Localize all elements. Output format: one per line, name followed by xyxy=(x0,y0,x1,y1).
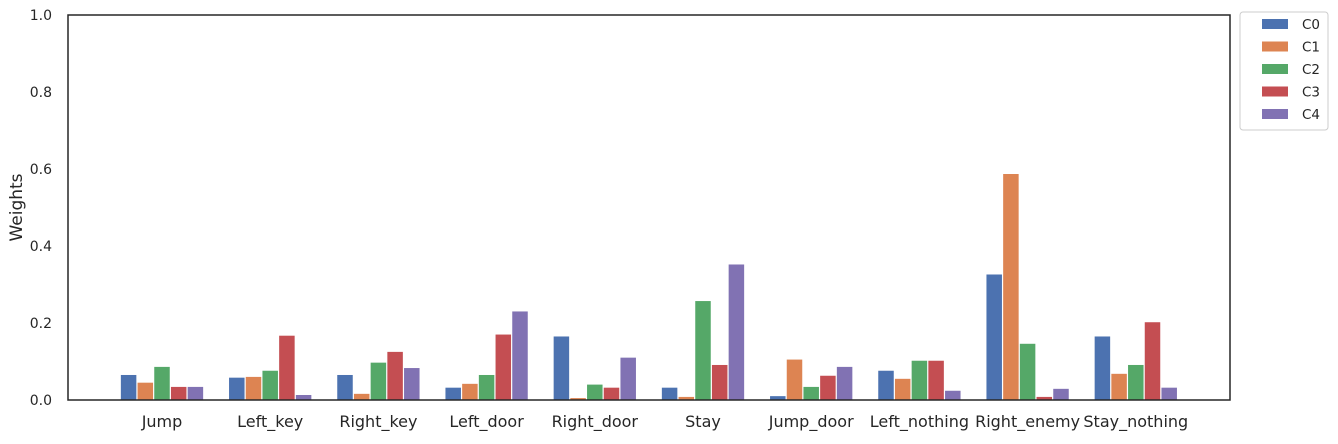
bar-c3-left-key xyxy=(279,335,295,400)
bar-c0-left-door xyxy=(445,387,461,400)
plot-frame xyxy=(67,14,1231,401)
bar-c4-jump xyxy=(187,386,204,400)
y-tick-label: 0.2 xyxy=(30,316,52,332)
bar-c2-right-key xyxy=(370,362,387,400)
y-tick-label: 0.0 xyxy=(30,393,52,409)
x-tick-label: Left_nothing xyxy=(870,412,969,432)
x-tick-label: Stay xyxy=(685,412,721,431)
bar-c0-right-door xyxy=(553,336,570,400)
legend-swatch-c3 xyxy=(1262,86,1288,97)
bar-c2-right-enemy xyxy=(1019,343,1036,400)
legend-label-c3: C3 xyxy=(1302,85,1320,101)
bar-c4-right-key xyxy=(404,368,420,400)
bar-c3-right-enemy xyxy=(1036,396,1053,400)
legend-swatch-c0 xyxy=(1262,19,1288,29)
bar-c0-jump-door xyxy=(770,396,786,400)
bar-c4-left-door xyxy=(512,311,528,400)
bar-c0-jump xyxy=(120,374,137,400)
bar-c3-stay xyxy=(711,364,728,400)
x-tick-label: Left_door xyxy=(449,412,524,432)
legend-swatch-c2 xyxy=(1262,64,1288,74)
y-tick-label: 1.0 xyxy=(30,8,52,24)
bar-c4-right-door xyxy=(620,357,636,400)
x-tick-label: Left_key xyxy=(237,412,303,432)
bar-c1-right-key xyxy=(353,393,370,400)
bar-c4-stay xyxy=(728,264,745,400)
bar-c1-jump xyxy=(137,382,154,400)
bar-c4-right-enemy xyxy=(1053,388,1069,400)
bar-c3-left-nothing xyxy=(928,360,944,400)
x-tick-label: Stay_nothing xyxy=(1083,412,1188,432)
x-tick-label: Right_key xyxy=(339,412,417,432)
bar-c2-right-door xyxy=(587,384,603,400)
legend-swatch-c1 xyxy=(1262,41,1288,52)
bar-c3-jump-door xyxy=(820,375,836,400)
bar-c3-left-door xyxy=(495,334,512,400)
bar-c0-right-key xyxy=(337,374,353,400)
bar-c1-left-nothing xyxy=(894,378,911,400)
bar-c2-left-nothing xyxy=(911,360,928,400)
bar-c4-jump-door xyxy=(836,366,853,400)
legend-label-c1: C1 xyxy=(1302,40,1320,56)
y-tick-label: 0.4 xyxy=(30,239,52,255)
bar-c2-left-key xyxy=(262,370,278,400)
x-tick-label: Right_door xyxy=(552,412,639,432)
bar-c3-right-door xyxy=(603,387,620,400)
bar-c0-left-nothing xyxy=(878,370,894,400)
y-axis-label: Weights xyxy=(7,173,27,241)
y-axis-ticks: 0.0 0.2 0.4 0.6 0.8 1.0 xyxy=(30,8,52,409)
x-axis-ticks: Jump Left_key Right_key Left_door Right_door… xyxy=(141,412,1189,432)
bar-c1-left-door xyxy=(462,383,478,400)
bar-c4-left-nothing xyxy=(945,390,961,400)
bar-c3-jump xyxy=(170,386,187,400)
x-tick-label: Right_enemy xyxy=(975,412,1080,432)
bar-c0-stay xyxy=(661,387,678,400)
bar-c3-stay-nothing xyxy=(1144,322,1161,400)
bar-c4-stay-nothing xyxy=(1161,387,1177,400)
bar-c0-right-enemy xyxy=(986,274,1002,400)
bar-c2-left-door xyxy=(478,374,495,400)
bar-c2-jump-door xyxy=(803,386,819,400)
y-tick-label: 0.8 xyxy=(30,85,52,101)
bar-c0-left-key xyxy=(229,377,245,400)
legend-label-c2: C2 xyxy=(1302,62,1320,78)
bar-c2-stay-nothing xyxy=(1128,364,1144,400)
bar-c2-jump xyxy=(154,366,170,400)
x-tick-label: Jump xyxy=(141,412,183,431)
bar-c1-right-door xyxy=(570,398,586,400)
legend-label-c0: C0 xyxy=(1302,17,1320,33)
bar-c0-stay-nothing xyxy=(1094,336,1111,400)
bar-c4-left-key xyxy=(295,395,312,400)
y-tick-label: 0.6 xyxy=(30,162,52,178)
bar-c1-stay-nothing xyxy=(1111,373,1127,400)
bar-c2-stay xyxy=(695,301,711,400)
legend-swatch-c4 xyxy=(1262,109,1288,119)
bar-c1-left-key xyxy=(245,376,262,400)
x-tick-label: Jump_door xyxy=(768,412,854,432)
legend: C0 C1 C2 C3 C4 xyxy=(1239,11,1329,131)
bar-c1-jump-door xyxy=(786,359,803,400)
bar-c3-right-key xyxy=(387,351,403,401)
bar-c1-right-enemy xyxy=(1003,174,1019,400)
bars-layer xyxy=(120,174,1177,401)
bar-c1-stay xyxy=(678,396,695,400)
legend-label-c4: C4 xyxy=(1302,107,1320,123)
